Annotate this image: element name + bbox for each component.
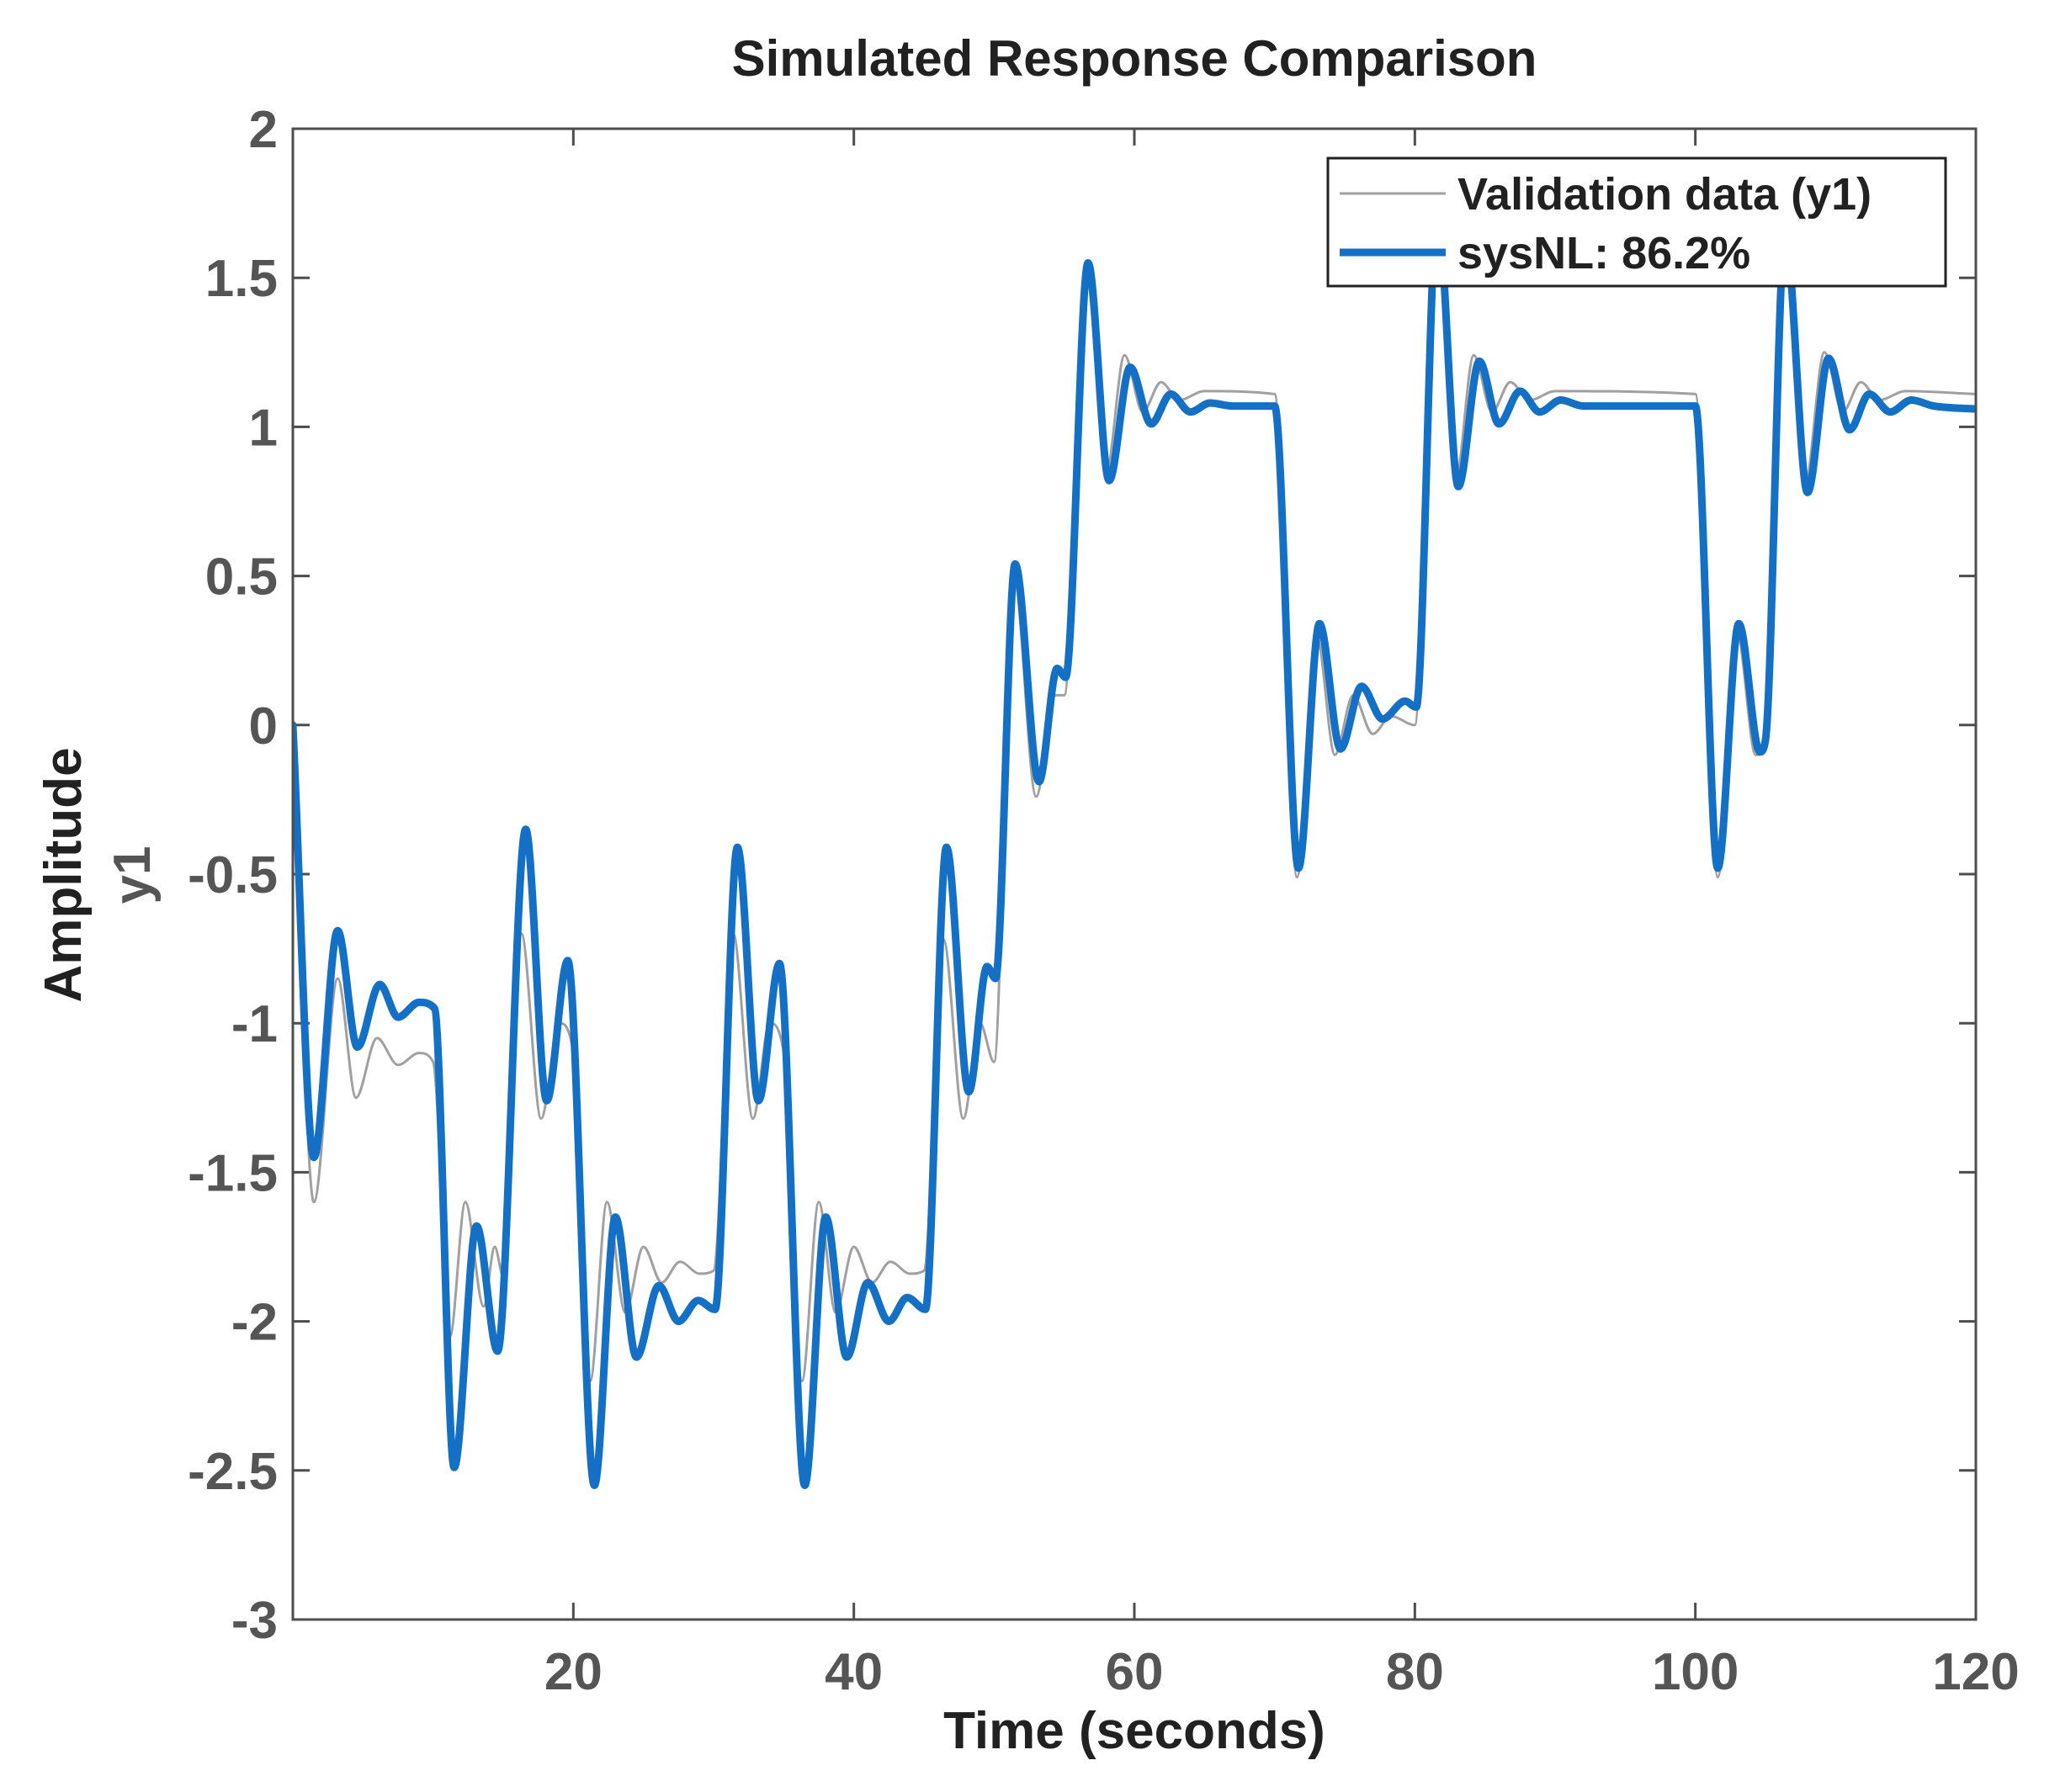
y-tick-label: -1 [231, 995, 278, 1053]
x-tick-label: 20 [544, 1643, 603, 1701]
y-tick-label: 2 [249, 101, 278, 159]
chart-title: Simulated Response Comparison [732, 30, 1537, 87]
series-lines [293, 208, 1976, 1489]
y-tick-label: 0 [249, 697, 278, 756]
axis-ticks: 20 40 60 80 100 120 2 1.5 1 0.5 0 -0.5 -1 -1.5 -2 -2.5 -… [188, 101, 2020, 1701]
series-validation-data-line [293, 216, 1976, 1382]
legend: Validation data (y1) sysNL: 86.2% [1326, 156, 1947, 288]
series-sysnl-line [293, 208, 1976, 1489]
legend-label-validation: Validation data (y1) [1457, 169, 1872, 220]
x-axis-label: Time (seconds) [943, 1702, 1325, 1760]
y-tick-label: 0.5 [205, 549, 278, 607]
axes-box [291, 127, 1978, 1621]
y-axis-channel-label: y1 [104, 846, 162, 904]
x-tick-label: 60 [1106, 1643, 1164, 1701]
y-tick-label: 1.5 [205, 250, 278, 308]
y-tick-label: -1.5 [188, 1144, 278, 1202]
plot-area [293, 129, 1976, 1620]
legend-box [1326, 156, 1947, 288]
x-tick-label: 80 [1386, 1643, 1444, 1701]
y-tick-label: 1 [249, 399, 278, 457]
x-tick-label: 40 [825, 1643, 883, 1701]
x-tick-label: 100 [1652, 1643, 1739, 1701]
y-tick-label: -2.5 [188, 1443, 278, 1501]
legend-label-sysnl: sysNL: 86.2% [1457, 228, 1750, 278]
y-tick-label: -0.5 [188, 846, 278, 904]
x-tick-label: 120 [1932, 1643, 2019, 1701]
y-axis-label: Amplitude [35, 747, 93, 1002]
y-tick-label: -2 [231, 1294, 278, 1352]
y-tick-label: -3 [231, 1592, 278, 1650]
